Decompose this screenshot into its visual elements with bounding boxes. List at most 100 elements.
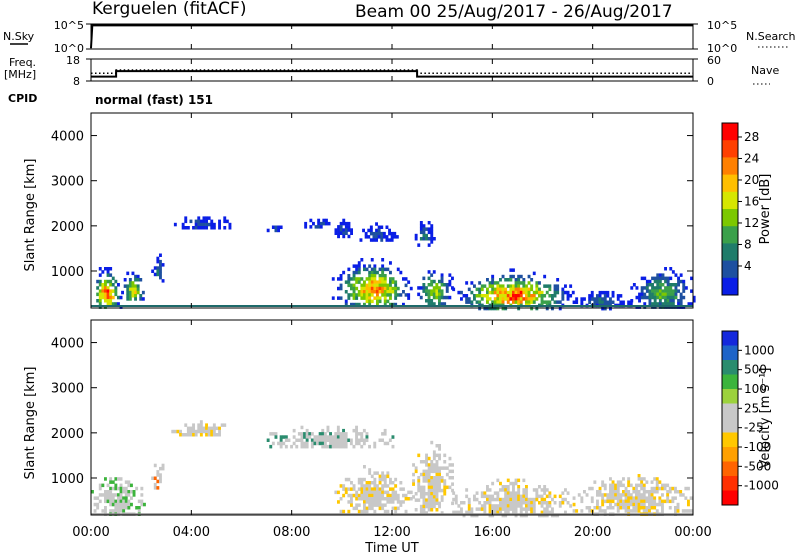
velocity-cell — [279, 435, 283, 439]
velocity-cell — [637, 474, 641, 478]
power-cell — [504, 297, 508, 301]
velocity-cell — [635, 486, 638, 491]
power-cell — [545, 284, 549, 288]
power-cell — [656, 295, 660, 300]
nave-tick-bottom: 0 — [707, 75, 714, 88]
velocity-cell — [370, 487, 374, 491]
power-cell — [422, 227, 426, 231]
power-cell — [648, 289, 652, 293]
velocity-cell — [360, 509, 364, 514]
velocity-cell — [342, 493, 346, 498]
velocity-cell — [525, 494, 528, 499]
power-cell — [598, 297, 602, 301]
power-cell — [651, 302, 654, 306]
velocity-cell — [486, 485, 489, 489]
velocity-cell — [412, 472, 415, 477]
velocity-cell — [470, 513, 474, 518]
velocity-cell — [432, 476, 436, 480]
power-cell — [197, 226, 201, 230]
velocity-cell — [342, 441, 345, 446]
power-cell — [337, 234, 340, 239]
velocity-cell — [370, 503, 374, 507]
power-cell — [425, 289, 428, 293]
velocity-cell — [111, 509, 115, 513]
velocity-cell — [658, 496, 662, 500]
power-cell — [339, 286, 343, 291]
power-cell — [396, 286, 400, 291]
velocity-cell — [422, 472, 426, 477]
velocity-cell — [452, 491, 456, 495]
velocity-cell — [566, 491, 570, 495]
power-cell — [519, 290, 523, 295]
velocity-cell — [109, 502, 113, 507]
velocity-cell — [635, 499, 638, 504]
power-y-axis-label: Slant Range [km] — [23, 159, 38, 272]
power-cell — [504, 294, 508, 298]
cpid-text: normal (fast) 151 — [95, 93, 213, 107]
power-cell — [551, 297, 554, 301]
velocity-cell — [355, 428, 358, 433]
velocity-cell — [370, 474, 374, 479]
velocity-cell — [159, 476, 162, 480]
velocity-cell — [422, 511, 426, 515]
power-cell — [117, 283, 120, 287]
power-cell — [370, 299, 374, 304]
power-cell — [658, 292, 662, 297]
power-cell — [664, 276, 667, 281]
power-cell — [525, 287, 528, 292]
velocity-cell — [419, 460, 423, 464]
velocity-cell — [114, 502, 118, 507]
velocity-cell — [194, 433, 198, 437]
velocity-cell — [386, 441, 390, 446]
power-cell — [532, 300, 536, 304]
power-cell — [506, 297, 510, 301]
power-cell — [322, 221, 326, 226]
velocity-cell — [601, 493, 605, 497]
power-cell — [467, 300, 471, 304]
power-cell — [141, 290, 145, 295]
power-cell — [517, 274, 521, 279]
power-cell — [347, 267, 351, 272]
velocity-cell — [365, 500, 369, 504]
power-cell — [334, 228, 338, 232]
velocity-cell — [337, 500, 340, 504]
velocity-cell — [321, 438, 325, 442]
power-cell — [360, 286, 364, 291]
velocity-cell — [611, 480, 615, 484]
power-cell — [199, 219, 203, 224]
velocity-cell — [517, 491, 521, 495]
power-cell — [651, 305, 654, 309]
velocity-cell — [637, 502, 641, 507]
velocity-colorbar-tick-label: 100 — [744, 382, 767, 396]
power-cell — [373, 286, 377, 291]
velocity-cell — [104, 493, 107, 497]
velocity-cell — [342, 487, 346, 491]
velocity-cell — [512, 504, 515, 508]
power-cell — [106, 286, 110, 290]
power-cell — [666, 286, 670, 290]
velocity-cell — [376, 471, 379, 475]
power-cell — [543, 284, 547, 288]
velocity-cell — [360, 444, 364, 449]
velocity-colorbar-swatch — [722, 403, 738, 419]
velocity-cell — [585, 506, 589, 510]
velocity-cell — [425, 501, 428, 506]
velocity-cell — [323, 435, 327, 439]
velocity-cell — [114, 477, 118, 481]
power-cell — [391, 286, 395, 291]
power-cell — [438, 292, 441, 297]
velocity-cell — [111, 502, 115, 507]
velocity-cell — [648, 493, 651, 497]
velocity-cell — [352, 506, 356, 511]
power-cell — [438, 295, 441, 300]
power-cell — [365, 277, 369, 281]
power-cell — [106, 299, 110, 303]
velocity-cell — [329, 444, 332, 449]
velocity-cell — [538, 501, 541, 505]
power-cell — [419, 221, 423, 225]
nsky-series-line — [90, 24, 693, 49]
power-cell — [422, 286, 426, 290]
velocity-cell — [422, 508, 426, 512]
velocity-cell — [486, 497, 489, 502]
power-cell — [664, 305, 667, 309]
